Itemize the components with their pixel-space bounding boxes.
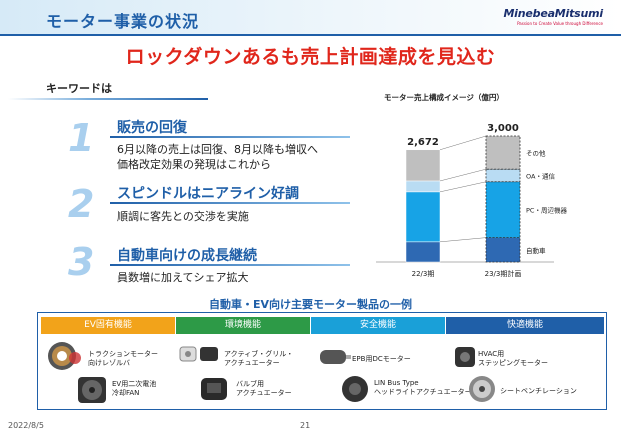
product-label-grille: アクティブ・グリル・ アクチュエーター [224, 350, 293, 368]
legend-自動車: 自動車 [526, 246, 546, 255]
keyword-rule-1 [110, 136, 350, 138]
total-label-0: 2,672 [407, 137, 439, 148]
product-label-resolver: トラクションモーター 向けレゾルバ [88, 350, 158, 368]
total-label-1: 3,000 [487, 123, 519, 134]
keyword-body-2: 順調に客先との交渉を実施 [117, 209, 249, 224]
stepping-motor-icon [455, 347, 475, 367]
products-title: 自動車・EV向け主要モーター製品の一例 [208, 298, 413, 311]
category-comfort: 快適機能 [446, 317, 604, 334]
seat-fan-icon [469, 376, 495, 402]
legend-その他: その他 [526, 149, 546, 158]
keyword-body-1-line-2: 価格改定効果の発現はこれから [117, 158, 271, 171]
product-stepping-line-1: HVAC用 [478, 350, 505, 358]
keyword-title-1: 販売の回復 [117, 120, 187, 136]
keyword-title-2: スピンドルはニアライン好調 [117, 186, 299, 202]
footer-date: 2022/8/5 [8, 421, 44, 430]
product-label-dc-motor: EPB用DCモーター [352, 355, 411, 364]
product-fan-line-1: EV用二次電池 [112, 380, 157, 388]
category-label-1: 23/3期計画 [485, 269, 522, 278]
keyword-body-3: 員数増に加えてシェア拡大 [117, 270, 248, 285]
product-label-valve: バルブ用 アクチュエーター [236, 380, 292, 398]
legend-PC・周辺機器: PC・周辺機器 [526, 206, 567, 215]
connector-2 [439, 168, 487, 182]
product-valve-line-2: アクチュエーター [236, 389, 292, 397]
bar-0-自動車 [405, 241, 441, 263]
connector-3 [439, 135, 487, 151]
stacked-bar-chart: 2,672 22/3期 3,000 23/3期計画 自動車 PC・周辺機器 OA・通信 その他 [376, 123, 567, 278]
keyword-body-1-line-1: 6月以降の売上は回復、8月以降も増収へ [117, 143, 318, 156]
grille-actuator-icon [179, 346, 218, 362]
company-logo: MinebeaMitsumi Passion to Create Value t… [503, 7, 603, 26]
connector-0 [439, 237, 487, 243]
product-headlight-line-2: ヘッドライトアクチュエーター [374, 388, 472, 396]
keyword-body-3-line-1: 員数増に加えてシェア拡大 [117, 271, 249, 284]
logo-text: MinebeaMitsumi [503, 7, 603, 20]
keyword-number-2: 2 [68, 182, 95, 226]
bar-1-PC・周辺機器 [485, 181, 521, 239]
connector-1 [439, 181, 487, 193]
headline: ロックダウンあるも売上計画達成を見込む [125, 46, 496, 68]
chart-title: モーター売上構成イメージ（億円） [384, 93, 504, 102]
keyword-rule-2 [110, 202, 350, 204]
product-grille-line-2: アクチュエーター [224, 359, 280, 367]
resolver-icon [48, 342, 81, 370]
header-divider [0, 34, 621, 36]
product-label-fan: EV用二次電池 冷却FAN [112, 380, 156, 398]
keyword-body-1: 6月以降の売上は回復、8月以降も増収へ 価格改定効果の発現はこれから [117, 142, 318, 172]
product-label-stepping: HVAC用 ステッピングモーター [478, 350, 548, 368]
bar-0-OA・通信 [405, 180, 441, 193]
products-frame [37, 312, 607, 410]
product-valve-line-1: バルブ用 [236, 380, 264, 388]
keyword-body-2-line-1: 順調に客先との交渉を実施 [117, 210, 249, 223]
slide-title: モーター事業の状況 [46, 12, 200, 31]
bar-1-その他 [485, 135, 521, 170]
valve-actuator-icon [201, 378, 227, 400]
category-safety: 安全機能 [311, 317, 445, 334]
header-band [0, 0, 621, 34]
page-number: 21 [300, 421, 311, 430]
keyword-rule-3 [110, 264, 350, 266]
product-stepping-line-2: ステッピングモーター [478, 359, 548, 367]
product-headlight-line-1: LIN Bus Type [374, 379, 419, 387]
keyword-number-3: 3 [68, 240, 95, 284]
headlight-actuator-icon [342, 376, 368, 402]
category-label-0: 22/3期 [412, 270, 435, 278]
product-resolver-line-1: トラクションモーター [88, 350, 158, 358]
product-grille-line-1: アクティブ・グリル・ [224, 350, 294, 358]
bar-1-OA・通信 [485, 168, 521, 183]
bar-1-自動車 [485, 237, 521, 263]
product-label-headlight: LIN Bus Type ヘッドライトアクチュエーター [374, 379, 472, 397]
keyword-title-3: 自動車向けの成長継続 [117, 248, 257, 264]
fan-icon [78, 377, 106, 403]
product-dc-motor-line-1: EPB用DCモーター [352, 355, 411, 363]
legend-OA・通信: OA・通信 [526, 171, 555, 180]
category-environment: 環境機能 [176, 317, 310, 334]
product-fan-line-2: 冷却FAN [112, 389, 140, 397]
dc-motor-icon [320, 350, 351, 364]
product-label-seat: シートベンチレーション [500, 387, 577, 396]
keywords-underline [8, 98, 208, 100]
logo-tagline: Passion to Create Value through Differen… [517, 21, 603, 26]
bar-0-PC・周辺機器 [405, 191, 441, 243]
bar-0-その他 [405, 149, 441, 182]
keyword-number-1: 1 [68, 116, 95, 160]
category-ev: EV固有機能 [41, 317, 175, 334]
product-resolver-line-2: 向けレゾルバ [88, 359, 130, 367]
product-seat-line-1: シートベンチレーション [500, 387, 577, 395]
keywords-title: キーワードは [46, 82, 112, 95]
